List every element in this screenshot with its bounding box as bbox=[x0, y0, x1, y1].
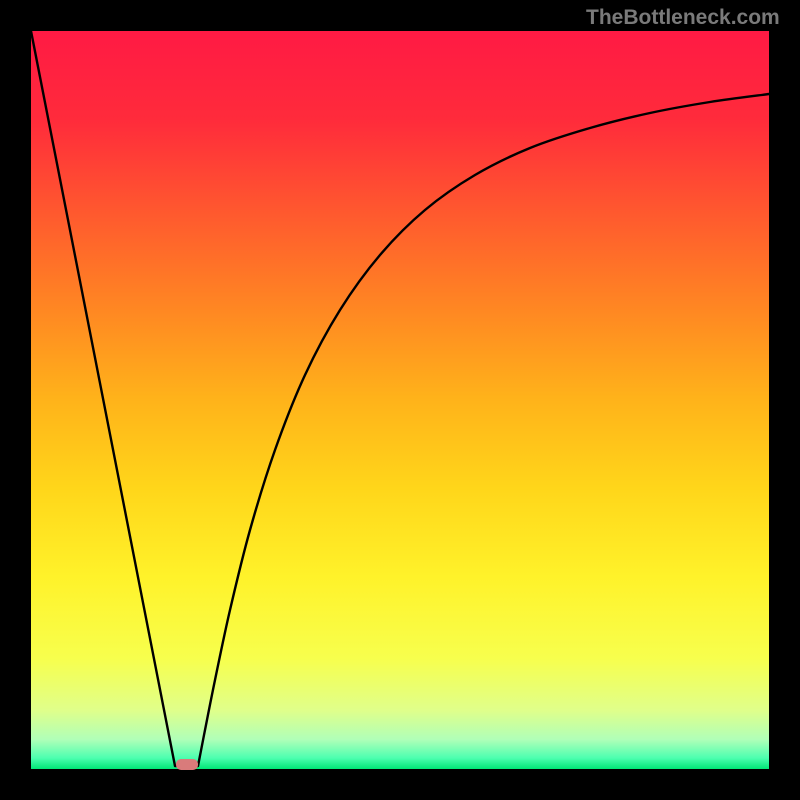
chart-svg bbox=[0, 0, 800, 800]
chart-container: TheBottleneck.com bbox=[0, 0, 800, 800]
optimum-marker bbox=[176, 759, 198, 770]
plot-background bbox=[31, 31, 769, 769]
